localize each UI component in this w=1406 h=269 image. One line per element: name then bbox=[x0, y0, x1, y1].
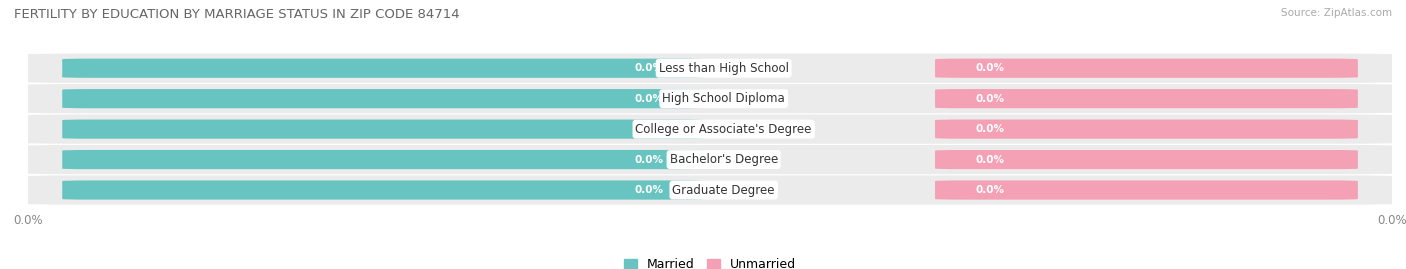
Legend: Married, Unmarried: Married, Unmarried bbox=[624, 258, 796, 269]
FancyBboxPatch shape bbox=[935, 89, 1358, 108]
FancyBboxPatch shape bbox=[21, 84, 1399, 113]
FancyBboxPatch shape bbox=[935, 180, 1358, 200]
Text: Bachelor's Degree: Bachelor's Degree bbox=[669, 153, 778, 166]
FancyBboxPatch shape bbox=[935, 119, 1358, 139]
Text: Graduate Degree: Graduate Degree bbox=[672, 183, 775, 197]
Text: FERTILITY BY EDUCATION BY MARRIAGE STATUS IN ZIP CODE 84714: FERTILITY BY EDUCATION BY MARRIAGE STATU… bbox=[14, 8, 460, 21]
FancyBboxPatch shape bbox=[62, 89, 703, 108]
Text: 0.0%: 0.0% bbox=[976, 124, 1004, 134]
Text: 0.0%: 0.0% bbox=[634, 124, 664, 134]
Text: 0.0%: 0.0% bbox=[976, 63, 1004, 73]
Text: 0.0%: 0.0% bbox=[634, 185, 664, 195]
FancyBboxPatch shape bbox=[21, 54, 1399, 83]
FancyBboxPatch shape bbox=[62, 59, 703, 78]
FancyBboxPatch shape bbox=[935, 59, 1358, 78]
Text: 0.0%: 0.0% bbox=[976, 94, 1004, 104]
Text: High School Diploma: High School Diploma bbox=[662, 92, 785, 105]
Text: 0.0%: 0.0% bbox=[976, 185, 1004, 195]
FancyBboxPatch shape bbox=[62, 119, 703, 139]
Text: 0.0%: 0.0% bbox=[634, 94, 664, 104]
Text: Source: ZipAtlas.com: Source: ZipAtlas.com bbox=[1281, 8, 1392, 18]
FancyBboxPatch shape bbox=[62, 180, 703, 200]
FancyBboxPatch shape bbox=[62, 150, 703, 169]
FancyBboxPatch shape bbox=[21, 115, 1399, 144]
FancyBboxPatch shape bbox=[935, 150, 1358, 169]
Text: 0.0%: 0.0% bbox=[634, 155, 664, 165]
Text: College or Associate's Degree: College or Associate's Degree bbox=[636, 123, 811, 136]
Text: Less than High School: Less than High School bbox=[658, 62, 789, 75]
FancyBboxPatch shape bbox=[21, 175, 1399, 205]
FancyBboxPatch shape bbox=[21, 145, 1399, 174]
Text: 0.0%: 0.0% bbox=[976, 155, 1004, 165]
Text: 0.0%: 0.0% bbox=[634, 63, 664, 73]
